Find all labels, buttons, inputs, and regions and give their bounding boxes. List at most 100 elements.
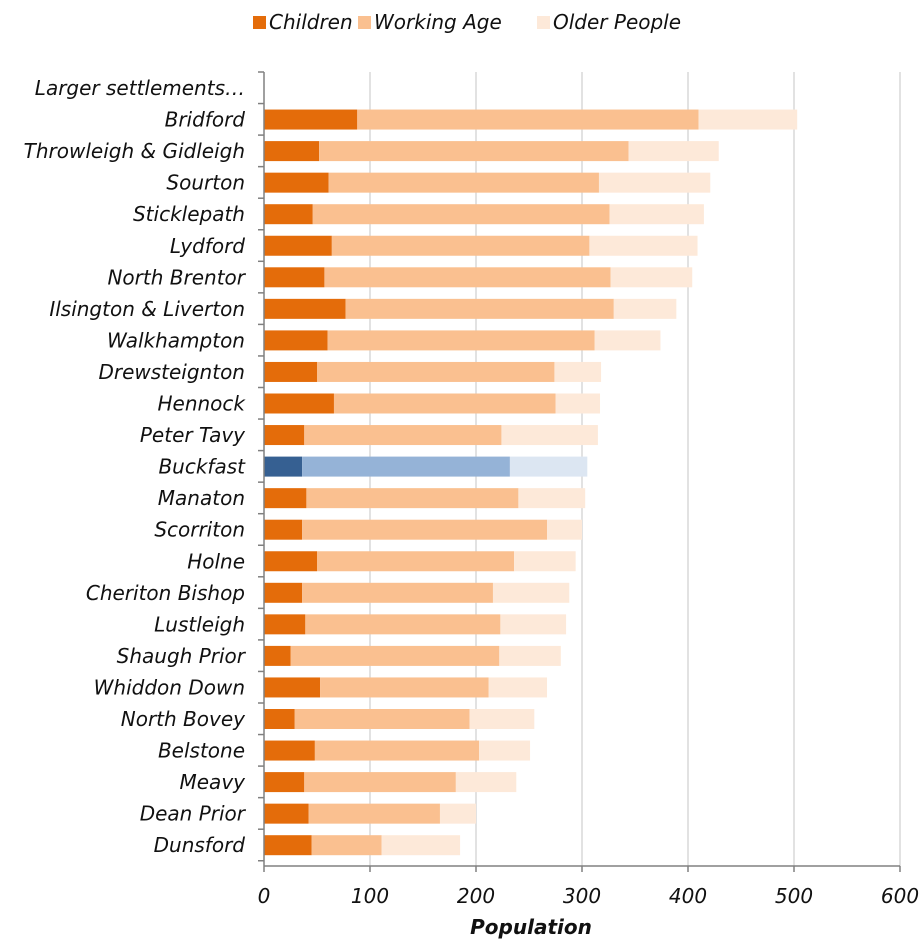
bar-segment — [547, 519, 582, 540]
category-label: Lydford — [170, 234, 245, 258]
bar-segment — [333, 393, 556, 414]
bar-segment — [555, 393, 601, 414]
bar-segment — [613, 298, 677, 319]
bar-segment — [264, 772, 305, 793]
category-label: Scorriton — [154, 518, 245, 542]
category-label: Manaton — [158, 486, 245, 510]
legend-item-children: Children — [253, 10, 353, 34]
legend-item-older-people: Older People — [537, 10, 681, 34]
category-label: Larger settlements… — [35, 76, 245, 100]
bar-segment — [264, 361, 317, 382]
bar-segment — [264, 740, 315, 761]
category-label: Throwleigh & Gidleigh — [24, 139, 245, 163]
bar-segment — [598, 172, 711, 193]
legend-swatch-older-people — [537, 15, 550, 29]
x-tick-label: 0 — [258, 884, 271, 908]
bar-segment — [290, 645, 500, 666]
x-tick-label: 600 — [881, 884, 919, 908]
bar-segment — [455, 772, 517, 793]
bar-segment — [501, 425, 598, 446]
bar-segment — [589, 235, 698, 256]
bar-segment — [264, 835, 312, 856]
category-label: Sourton — [166, 171, 245, 195]
bar-segment — [264, 582, 303, 603]
bar-segment — [264, 614, 306, 635]
bar-segment — [518, 488, 586, 509]
bar-segment — [312, 204, 610, 225]
bar-segment — [314, 740, 480, 761]
category-label: Hennock — [157, 392, 246, 416]
bar-segment — [439, 803, 476, 824]
category-label: North Bovey — [121, 707, 246, 731]
legend-swatch-children — [253, 15, 266, 29]
bar-segment — [264, 172, 329, 193]
bar-segment — [357, 109, 699, 130]
category-label: Meavy — [180, 770, 247, 794]
bar-segment — [331, 235, 590, 256]
category-label: Holne — [187, 549, 245, 573]
bar-segment — [317, 551, 515, 572]
bar-segment — [311, 835, 382, 856]
bar-segment — [264, 551, 317, 572]
bar-segment — [328, 172, 599, 193]
bar-segment — [381, 835, 461, 856]
legend: Children Working Age Older People — [0, 10, 924, 40]
bar-segment — [698, 109, 798, 130]
bar-segment — [264, 488, 307, 509]
bar-segment — [492, 582, 570, 603]
bar-segment — [304, 425, 502, 446]
x-tick-label: 400 — [669, 884, 707, 908]
bar-segment — [345, 298, 614, 319]
category-label: Sticklepath — [133, 202, 245, 226]
bar-segment — [302, 582, 493, 603]
axes — [258, 71, 901, 872]
bar-segment — [264, 267, 325, 288]
category-label: Belstone — [158, 739, 245, 763]
category-label: Drewsteignton — [98, 360, 245, 384]
bar-segment — [264, 709, 295, 729]
category-label: Ilsington & Liverton — [49, 297, 245, 321]
bar-segment — [302, 456, 510, 477]
bar-segment — [264, 109, 358, 130]
bar-segment — [320, 677, 489, 698]
category-label: Lustleigh — [154, 612, 245, 636]
category-label: Peter Tavy — [140, 423, 246, 447]
bar-segment — [554, 361, 602, 382]
category-label: Buckfast — [158, 455, 246, 479]
bar-segment — [319, 141, 629, 162]
x-tick-label: 100 — [351, 884, 389, 908]
bar-segment — [264, 456, 303, 477]
category-labels: Larger settlements… Bridford Throwleigh & … — [24, 76, 247, 857]
category-label: Walkhampton — [107, 328, 245, 352]
bar-segment — [308, 803, 440, 824]
x-axis-title: Population — [470, 915, 592, 939]
bar-segment — [264, 803, 309, 824]
legend-label-working-age: Working Age — [374, 10, 502, 34]
x-tick-label: 300 — [563, 884, 601, 908]
bar-segment — [264, 425, 305, 446]
bar-segment — [324, 267, 611, 288]
category-label: Whiddon Down — [94, 675, 245, 699]
bar-segment — [264, 204, 313, 225]
bar-segment — [500, 614, 567, 635]
bar-segment — [264, 298, 346, 319]
bar-segment — [628, 141, 719, 162]
legend-label-children: Children — [269, 10, 353, 34]
bar-segment — [327, 330, 595, 351]
bars — [264, 109, 798, 856]
bar-segment — [317, 361, 555, 382]
bar-segment — [264, 645, 291, 666]
category-label: North Brentor — [107, 265, 246, 289]
bar-segment — [305, 614, 501, 635]
bar-segment — [469, 709, 535, 729]
bar-segment — [610, 267, 693, 288]
legend-item-working-age: Working Age — [358, 10, 502, 34]
bar-segment — [479, 740, 531, 761]
bar-segment — [264, 519, 303, 540]
bar-segment — [304, 772, 456, 793]
bar-segment — [509, 456, 588, 477]
bar-segment — [302, 519, 548, 540]
x-tick-label: 200 — [457, 884, 495, 908]
category-label: Cheriton Bishop — [86, 581, 245, 605]
